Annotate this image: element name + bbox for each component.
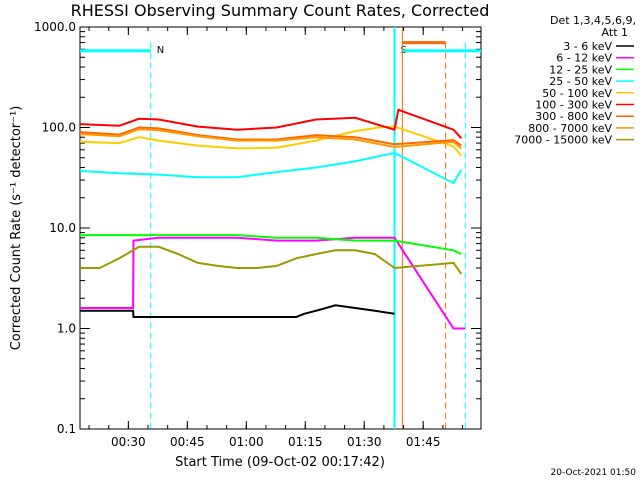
x-tick-label: 01:45 [406, 435, 441, 449]
legend-header: Att 1 [602, 26, 628, 39]
x-tick-label: 00:30 [111, 435, 146, 449]
plot-area: 0.1 1.0 10.0 100.0 1000.0 00:30 00:45 01:00 01:1… [34, 20, 482, 449]
legend-entry-label: 25 - 50 keV [549, 75, 612, 88]
chart-title: RHESSI Observing Summary Count Rates, Co… [71, 1, 490, 20]
x-tick-label: 00:45 [170, 435, 205, 449]
series-line [80, 304, 395, 318]
y-tick-label: 1000.0 [34, 20, 76, 34]
series-line [79, 128, 462, 150]
series-line [79, 126, 462, 147]
plot-frame [79, 26, 482, 430]
x-tick-label: 01:30 [347, 435, 382, 449]
y-tick-label: 10.0 [49, 221, 76, 235]
legend-entry-label: 50 - 100 keV [542, 87, 612, 100]
legend-entry-label: 100 - 300 keV [535, 99, 612, 112]
legend-entry-label: 800 - 7000 keV [528, 122, 612, 135]
series-line [80, 245, 463, 275]
x-tick-label: 01:00 [229, 435, 264, 449]
timestamp: 20-Oct-2021 01:50 [551, 468, 637, 478]
legend-header: Det 1,3,4,5,6,9, [550, 14, 636, 27]
legend-entry-label: 7000 - 15000 keV [514, 134, 612, 147]
legend-entry-label: 12 - 25 keV [549, 63, 612, 76]
series-line [80, 236, 466, 330]
flag-marker-label: N [157, 45, 164, 56]
y-tick-label: 100.0 [42, 121, 76, 135]
legend-entry-label: 3 - 6 keV [563, 40, 612, 53]
series-line [79, 108, 463, 139]
x-axis-label: Start Time (09-Oct-02 00:17:42) [175, 455, 385, 470]
y-tick-label: 1.0 [57, 322, 76, 336]
y-tick-label: 0.1 [57, 422, 76, 436]
y-axis-label: Corrected Count Rate (s⁻¹ detector⁻¹) [9, 106, 24, 351]
legend-entry-label: 6 - 12 keV [556, 52, 612, 65]
legend-entry-label: 300 - 800 keV [535, 110, 612, 123]
x-tick-label: 01:15 [288, 435, 323, 449]
y-axis-label-group: Corrected Count Rate (s⁻¹ detector⁻¹) [9, 106, 24, 351]
series-line [79, 151, 463, 185]
series-line [80, 234, 462, 255]
